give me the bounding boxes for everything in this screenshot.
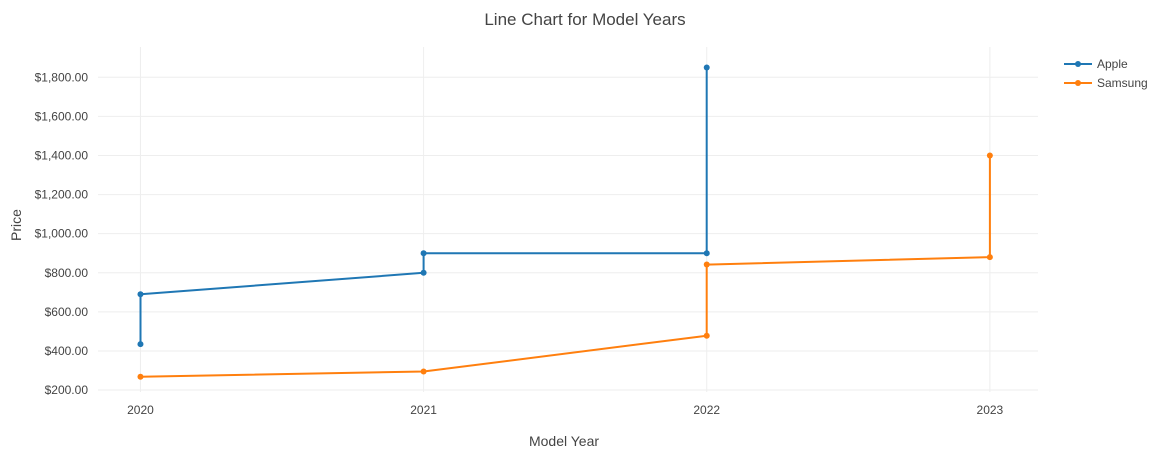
data-point-samsung[interactable] xyxy=(703,332,710,339)
legend-label: Samsung xyxy=(1097,76,1148,90)
tick-labels: 2020 2021 2022 2023 $200.00 $400.00 $600.00 $80… xyxy=(35,70,1004,417)
data-point-samsung[interactable] xyxy=(420,368,427,375)
chart-title: Line Chart for Model Years xyxy=(484,10,685,29)
data-point-samsung[interactable] xyxy=(986,152,993,159)
data-point-apple[interactable] xyxy=(420,269,427,276)
data-point-apple[interactable] xyxy=(703,64,710,71)
x-tick-label: 2023 xyxy=(977,403,1004,417)
x-axis-title: Model Year xyxy=(529,433,599,449)
series-apple[interactable] xyxy=(137,64,710,348)
data-point-samsung[interactable] xyxy=(986,254,993,261)
data-point-samsung[interactable] xyxy=(703,261,710,268)
y-tick-label: $200.00 xyxy=(45,383,89,397)
legend-item-samsung[interactable]: Samsung xyxy=(1064,76,1148,90)
legend-marker xyxy=(1075,61,1081,67)
y-tick-label: $1,400.00 xyxy=(35,148,89,162)
y-tick-label: $600.00 xyxy=(45,305,89,319)
data-point-apple[interactable] xyxy=(137,291,144,298)
data-point-apple[interactable] xyxy=(137,341,144,348)
y-tick-label: $400.00 xyxy=(45,344,89,358)
y-tick-label: $800.00 xyxy=(45,266,89,280)
data-point-apple[interactable] xyxy=(420,250,427,257)
series-line-samsung xyxy=(140,155,991,378)
legend-label: Apple xyxy=(1097,57,1128,71)
series-group xyxy=(137,64,993,380)
legend-item-apple[interactable]: Apple xyxy=(1064,57,1128,71)
legend[interactable]: Apple Samsung xyxy=(1064,57,1148,90)
x-tick-label: 2021 xyxy=(410,403,437,417)
series-line-apple xyxy=(139,67,708,345)
gridlines xyxy=(98,47,1038,392)
data-point-apple[interactable] xyxy=(703,250,710,257)
x-tick-label: 2020 xyxy=(127,403,154,417)
legend-marker xyxy=(1075,80,1081,86)
y-tick-label: $1,800.00 xyxy=(35,70,89,84)
series-samsung[interactable] xyxy=(137,152,993,380)
y-tick-label: $1,600.00 xyxy=(35,109,89,123)
x-tick-label: 2022 xyxy=(693,403,720,417)
y-tick-label: $1,200.00 xyxy=(35,188,89,202)
data-point-samsung[interactable] xyxy=(137,373,144,380)
y-axis-title: Price xyxy=(8,209,24,241)
y-tick-label: $1,000.00 xyxy=(35,227,89,241)
